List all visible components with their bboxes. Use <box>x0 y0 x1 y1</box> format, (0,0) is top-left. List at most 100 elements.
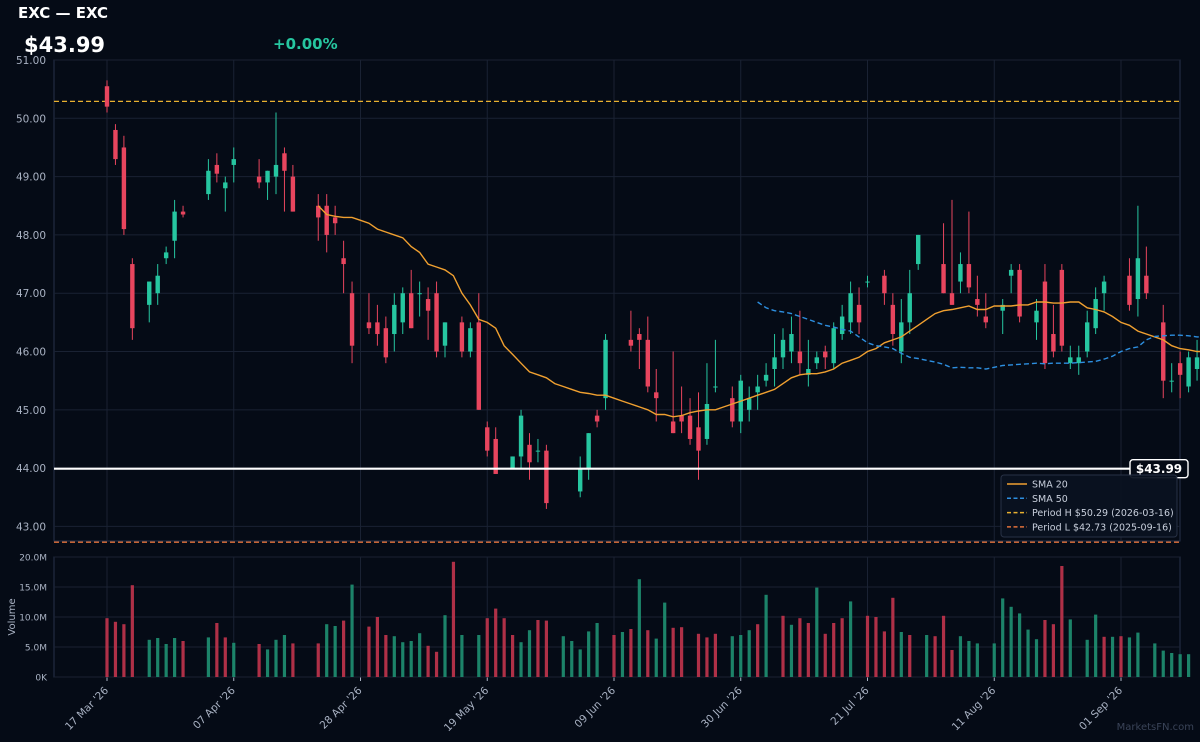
candle-body <box>654 392 659 399</box>
volume-bar <box>215 623 219 677</box>
candle-body <box>544 450 549 504</box>
candle <box>941 223 946 294</box>
volume-bar <box>696 633 701 677</box>
x-tick-label: 11 Aug '26 <box>950 684 999 733</box>
candle-body <box>679 415 684 422</box>
x-tick-label: 28 Apr '26 <box>318 684 365 731</box>
volume-bar <box>1051 624 1055 677</box>
candle-body <box>392 304 397 335</box>
volume-bar <box>637 579 641 677</box>
candle-body <box>163 252 169 259</box>
volume-bar <box>1009 606 1013 677</box>
candle-body <box>316 205 321 218</box>
candle <box>1169 363 1174 393</box>
candle <box>375 304 380 346</box>
candle <box>518 409 524 469</box>
candle-body <box>527 444 532 463</box>
candle-body <box>1135 258 1141 300</box>
volume-bar <box>1001 598 1005 677</box>
legend-label: Period L $42.73 (2025-09-16) <box>1032 522 1172 533</box>
volume-bar <box>1060 566 1064 677</box>
last-price-label: $43.99 <box>1136 462 1182 476</box>
candle-body <box>907 293 912 323</box>
candle <box>290 164 296 212</box>
volume-bar <box>1127 637 1132 677</box>
volume-bar <box>680 627 684 677</box>
volume-bar <box>519 642 523 677</box>
volume-bar <box>1110 636 1115 677</box>
candle-body <box>535 450 541 452</box>
candle-body <box>1051 334 1056 352</box>
volume-bar <box>536 620 540 677</box>
candle-body <box>865 281 870 283</box>
candle <box>780 328 786 370</box>
volume-bar <box>544 620 548 677</box>
candle-body <box>730 398 735 422</box>
volume-bar <box>511 635 515 677</box>
volume-bar <box>629 629 633 677</box>
candle-body <box>172 211 177 241</box>
candle-body <box>1017 269 1022 317</box>
volume-bar <box>392 636 396 677</box>
volume-bar <box>1153 643 1157 677</box>
volume-bar <box>206 637 210 677</box>
volume-bar <box>713 633 717 677</box>
current-price: $43.99 <box>24 33 106 57</box>
candle-body <box>789 334 794 352</box>
candle-body <box>1068 357 1073 364</box>
candle <box>1008 264 1014 294</box>
volume-tick-label: 10.0M <box>19 614 47 624</box>
candle <box>1059 264 1065 352</box>
candle <box>400 287 405 335</box>
volume-bar <box>891 597 895 677</box>
candle <box>417 281 422 317</box>
candle <box>594 409 600 428</box>
candle-body <box>223 182 228 189</box>
candle-body <box>578 468 583 492</box>
volume-bar <box>1119 636 1123 677</box>
y-tick-label: 49.00 <box>16 172 46 184</box>
candle-body <box>518 415 524 457</box>
volume-bar <box>147 639 151 677</box>
candle <box>256 159 262 189</box>
candle <box>865 275 870 288</box>
volume-bar <box>561 636 565 677</box>
candle <box>163 246 169 265</box>
candle <box>442 322 448 358</box>
candle <box>1177 351 1183 399</box>
x-tick-label: 09 Jun '26 <box>572 684 618 730</box>
volume-bar <box>274 639 278 677</box>
candle-body <box>806 369 811 375</box>
volume-bar <box>806 623 810 677</box>
candle-body <box>763 374 769 381</box>
candle-body <box>1059 269 1065 346</box>
candle <box>1161 304 1166 399</box>
candle-body <box>797 351 803 364</box>
candle-body <box>628 339 634 346</box>
volume-bar <box>747 630 751 677</box>
candle <box>679 386 684 434</box>
candle <box>459 316 465 358</box>
volume-bar <box>105 618 109 677</box>
candle-body <box>696 427 701 451</box>
candle-body <box>848 293 853 323</box>
candle <box>603 334 608 410</box>
watermark: MarketsFN.com <box>1116 722 1194 733</box>
candle <box>1017 264 1022 323</box>
candle-body <box>1194 357 1200 370</box>
x-tick-label: 21 Jul '26 <box>829 684 872 727</box>
candle-body <box>1000 304 1005 311</box>
candle-body <box>493 438 498 474</box>
candle-body <box>747 398 752 410</box>
candle-body <box>983 316 988 323</box>
volume-bar <box>409 641 413 677</box>
candle-body <box>958 264 963 282</box>
volume-bar <box>933 636 937 677</box>
volume-bar <box>485 618 489 677</box>
sma20-line <box>317 205 1200 418</box>
y-tick-label: 48.00 <box>16 230 46 242</box>
candle <box>324 194 329 253</box>
candle-body <box>713 386 718 388</box>
candle <box>130 258 135 340</box>
volume-bar <box>1018 613 1022 677</box>
